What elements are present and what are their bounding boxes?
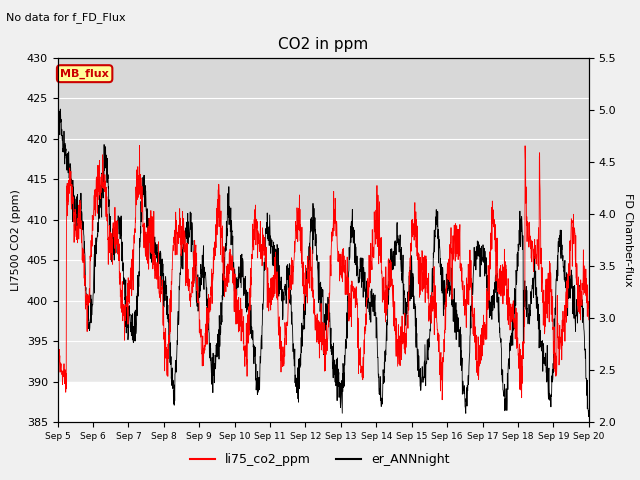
Bar [58, 220, 589, 382]
Bar [58, 58, 589, 220]
Text: MB_flux: MB_flux [60, 69, 109, 79]
Y-axis label: LI7500 CO2 (ppm): LI7500 CO2 (ppm) [11, 189, 21, 291]
Y-axis label: FD Chamber-flux: FD Chamber-flux [623, 193, 633, 287]
Legend: li75_co2_ppm, er_ANNnight: li75_co2_ppm, er_ANNnight [186, 448, 454, 471]
Title: CO2 in ppm: CO2 in ppm [278, 37, 369, 52]
Bar [58, 382, 589, 422]
Text: No data for f_FD_Flux: No data for f_FD_Flux [6, 12, 126, 23]
